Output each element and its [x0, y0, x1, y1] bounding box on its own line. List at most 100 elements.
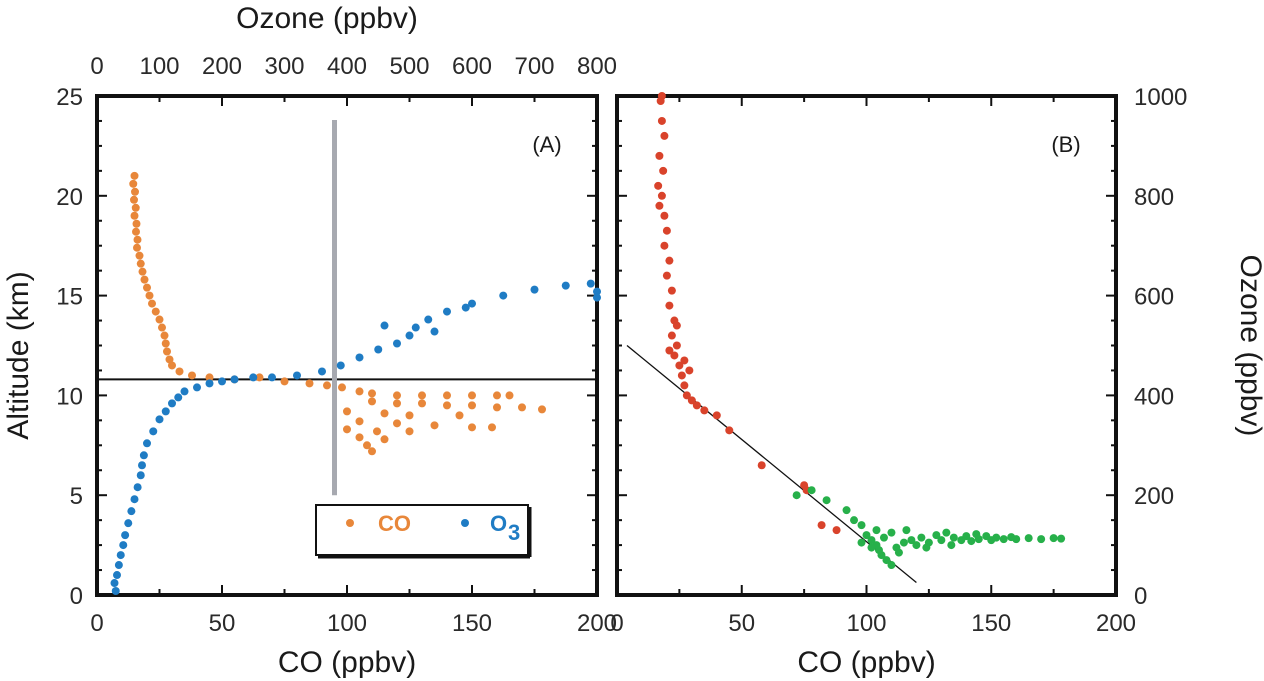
co-point — [355, 417, 364, 426]
o3-point — [405, 331, 414, 340]
green-point — [887, 561, 896, 570]
red-point — [817, 521, 826, 530]
co-point — [131, 203, 140, 212]
green-point — [792, 491, 801, 500]
o3-point — [355, 353, 364, 362]
o3-point — [230, 375, 239, 384]
x-tick-label: 50 — [209, 610, 236, 637]
x2-tick-label: 400 — [327, 53, 367, 80]
co-point — [468, 401, 476, 410]
co-point — [143, 283, 151, 292]
green-point — [1024, 534, 1033, 543]
red-point — [665, 301, 674, 310]
x-tick-label: 150 — [971, 610, 1011, 637]
co-point — [136, 259, 145, 268]
green-point — [877, 551, 886, 560]
o3-point — [127, 507, 136, 516]
co-point — [373, 427, 381, 436]
co-point — [368, 389, 376, 398]
red-point — [680, 381, 689, 390]
red-point — [660, 211, 669, 220]
red-point — [685, 366, 694, 375]
o3-point — [530, 285, 539, 294]
y-tick-label: 1000 — [1134, 84, 1187, 111]
o3-point — [168, 399, 176, 408]
panel-a: 0 50 100 150 200 0 5 10 15 20 25 CO (ppbv) Altitude … — [2, 2, 617, 679]
green-point — [992, 533, 1001, 542]
co-point — [138, 267, 147, 276]
co-point — [188, 371, 196, 380]
y-tick-label: 0 — [1134, 583, 1147, 610]
green-point — [902, 526, 911, 535]
x2-tick-label: 100 — [139, 53, 179, 80]
co-point — [323, 381, 331, 390]
fit-line — [626, 344, 917, 584]
x-tick-label: 200 — [577, 610, 617, 637]
y-axis-title: Altitude (km) — [2, 271, 35, 439]
green-point — [972, 530, 981, 539]
o3-point — [143, 439, 151, 448]
y-tick-label: 200 — [1134, 483, 1174, 510]
co-point — [155, 315, 164, 324]
x-axis-title: CO (ppbv) — [797, 646, 935, 679]
o3-point — [111, 587, 120, 596]
co-point — [151, 307, 160, 316]
co-point — [140, 275, 149, 284]
co-point — [405, 427, 414, 436]
co-point — [338, 383, 346, 392]
y-tick-label: 20 — [56, 184, 83, 211]
co-point — [355, 387, 364, 396]
o3-point — [116, 551, 125, 560]
co-point — [129, 179, 138, 188]
o3-point — [586, 279, 595, 288]
co-point — [363, 441, 371, 450]
x2-tick-label: 800 — [577, 53, 617, 80]
red-point — [654, 181, 663, 190]
o3-point — [139, 451, 148, 460]
co-point — [443, 401, 451, 410]
red-point — [660, 241, 669, 250]
y-tick-label: 15 — [56, 284, 83, 311]
green-point — [949, 533, 958, 542]
y-tick-label: 800 — [1134, 184, 1174, 211]
co-point — [468, 391, 476, 400]
green-point — [867, 536, 876, 545]
o3-point — [268, 373, 276, 382]
red-point — [675, 361, 684, 370]
legend-box — [315, 504, 529, 556]
plot-frame-b — [615, 94, 1118, 597]
co-point — [488, 423, 496, 432]
o3-point — [174, 393, 183, 402]
co-point — [518, 403, 526, 412]
co-point — [505, 391, 514, 400]
o3-point — [136, 471, 145, 480]
red-point — [757, 461, 766, 470]
co-point — [368, 447, 376, 456]
o3-point — [121, 531, 130, 540]
green-point — [917, 533, 926, 542]
co-point — [418, 399, 426, 408]
co-point — [255, 373, 264, 382]
red-point — [712, 411, 721, 420]
o3-point — [499, 291, 508, 300]
y-tick-label: 25 — [56, 84, 83, 111]
co-point — [418, 391, 426, 400]
legend-label-co: CO — [378, 511, 411, 536]
red-point — [667, 286, 676, 295]
x-tick-label: 50 — [728, 610, 755, 637]
o3-point — [318, 367, 326, 376]
co-point — [161, 339, 170, 348]
co-point — [133, 243, 141, 252]
o3-point — [561, 281, 570, 290]
x2-tick-label: 600 — [452, 53, 492, 80]
red-point — [657, 116, 666, 125]
co-point — [430, 421, 439, 430]
red-point — [659, 166, 668, 175]
red-point — [655, 201, 664, 210]
green-point — [850, 516, 859, 525]
x-tick-label: 100 — [327, 610, 367, 637]
green-point — [962, 532, 971, 541]
green-point — [887, 528, 896, 537]
co-point — [493, 403, 501, 412]
red-point — [672, 341, 681, 350]
